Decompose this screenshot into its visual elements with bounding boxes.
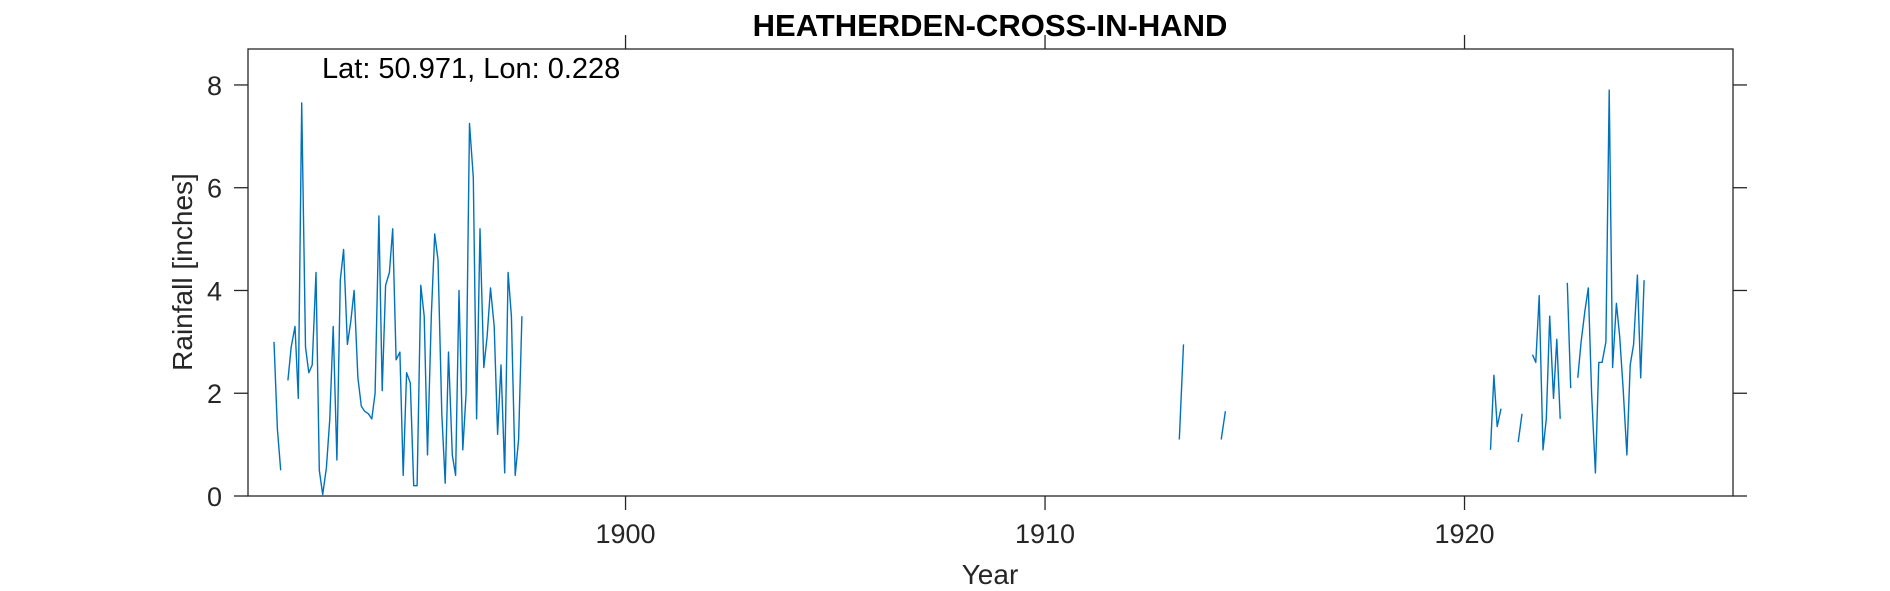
y-axis-label: Rainfall [inches] — [167, 173, 198, 371]
rainfall-series-line — [1489, 374, 1502, 450]
y-tick-label: 6 — [207, 174, 222, 204]
y-tick-labels: 0 2 4 6 8 — [207, 71, 222, 512]
rainfall-series-line — [1220, 411, 1227, 440]
x-axis-label: Year — [962, 559, 1019, 590]
x-tick-labels: 1900 1910 1920 — [596, 519, 1495, 549]
plot-area — [234, 35, 1747, 510]
rainfall-series-line — [1178, 344, 1185, 440]
x-tick-label: 1920 — [1434, 519, 1494, 549]
rainfall-series-line — [1566, 282, 1572, 389]
rainfall-series-line — [1517, 413, 1523, 443]
rainfall-series-line — [273, 341, 282, 471]
y-tick-label: 0 — [207, 482, 222, 512]
y-tick-label: 8 — [207, 71, 222, 101]
x-tick-label: 1910 — [1015, 519, 1075, 549]
location-annotation: Lat: 50.971, Lon: 0.228 — [322, 53, 620, 85]
rainfall-series-line — [287, 102, 523, 496]
y-tick-label: 2 — [207, 379, 222, 409]
axis-ticks — [234, 35, 1747, 510]
data-lines — [273, 89, 1645, 496]
rainfall-series-line — [1531, 294, 1561, 451]
chart-title: HEATHERDEN-CROSS-IN-HAND — [753, 8, 1228, 43]
axes-box — [247, 48, 1734, 497]
x-tick-label: 1900 — [596, 519, 656, 549]
rainfall-series-line — [1577, 89, 1645, 474]
y-tick-label: 4 — [207, 276, 222, 306]
